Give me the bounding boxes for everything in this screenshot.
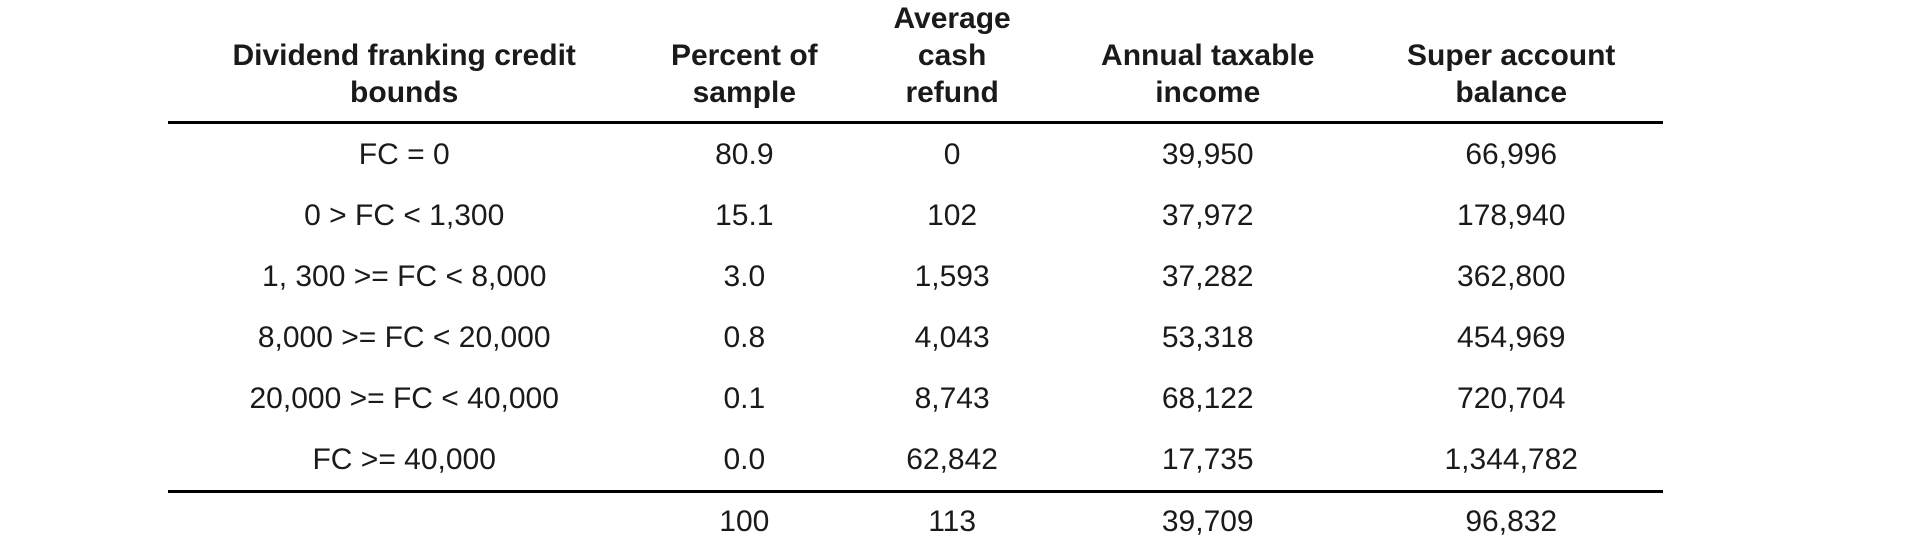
table-cell: 20,000 >= FC < 40,000 [168,368,640,429]
table-cell: 66,996 [1359,123,1663,186]
table-cell: 37,282 [1056,246,1359,307]
table-cell: 4,043 [848,307,1056,368]
header-cell-average-cash-refund: Average cash refund [848,0,1056,123]
header-cell-super-account-balance: Super account balance [1359,0,1663,123]
table-cell: 53,318 [1056,307,1359,368]
total-cell-balance: 96,832 [1359,492,1663,551]
header-cell-bounds: Dividend franking credit bounds [168,0,640,123]
table-cell: 1,344,782 [1359,429,1663,492]
header-cell-annual-taxable-income: Annual taxable income [1056,0,1359,123]
table-footer: 100 113 39,709 96,832 [168,492,1663,551]
table-cell: 39,950 [1056,123,1359,186]
table-container: Dividend franking credit bounds Percent … [168,0,1663,551]
table-cell: 0 [848,123,1056,186]
table-cell: 17,735 [1056,429,1359,492]
table-cell: 102 [848,185,1056,246]
table-cell: 178,940 [1359,185,1663,246]
total-cell-income: 39,709 [1056,492,1359,551]
table-cell: 454,969 [1359,307,1663,368]
table-cell: 0.1 [640,368,848,429]
table-header: Dividend franking credit bounds Percent … [168,0,1663,123]
table-cell: 8,743 [848,368,1056,429]
header-row: Dividend franking credit bounds Percent … [168,0,1663,123]
table-cell: 8,000 >= FC < 20,000 [168,307,640,368]
table-cell: 62,842 [848,429,1056,492]
table-cell: 80.9 [640,123,848,186]
total-cell-refund: 113 [848,492,1056,551]
table-cell: 3.0 [640,246,848,307]
table-cell: 1, 300 >= FC < 8,000 [168,246,640,307]
table-cell: 37,972 [1056,185,1359,246]
table-cell: 362,800 [1359,246,1663,307]
table-cell: 1,593 [848,246,1056,307]
total-cell-label [168,492,640,551]
table-cell: 0.0 [640,429,848,492]
franking-credit-table: Dividend franking credit bounds Percent … [168,0,1663,551]
table-cell: 720,704 [1359,368,1663,429]
header-cell-percent-of-sample: Percent of sample [640,0,848,123]
table-cell: FC = 0 [168,123,640,186]
total-row: 100 113 39,709 96,832 [168,492,1663,551]
table-cell: FC >= 40,000 [168,429,640,492]
table-cell: 0.8 [640,307,848,368]
total-cell-percent: 100 [640,492,848,551]
table-cell: 15.1 [640,185,848,246]
table-cell: 0 > FC < 1,300 [168,185,640,246]
table-cell: 68,122 [1056,368,1359,429]
